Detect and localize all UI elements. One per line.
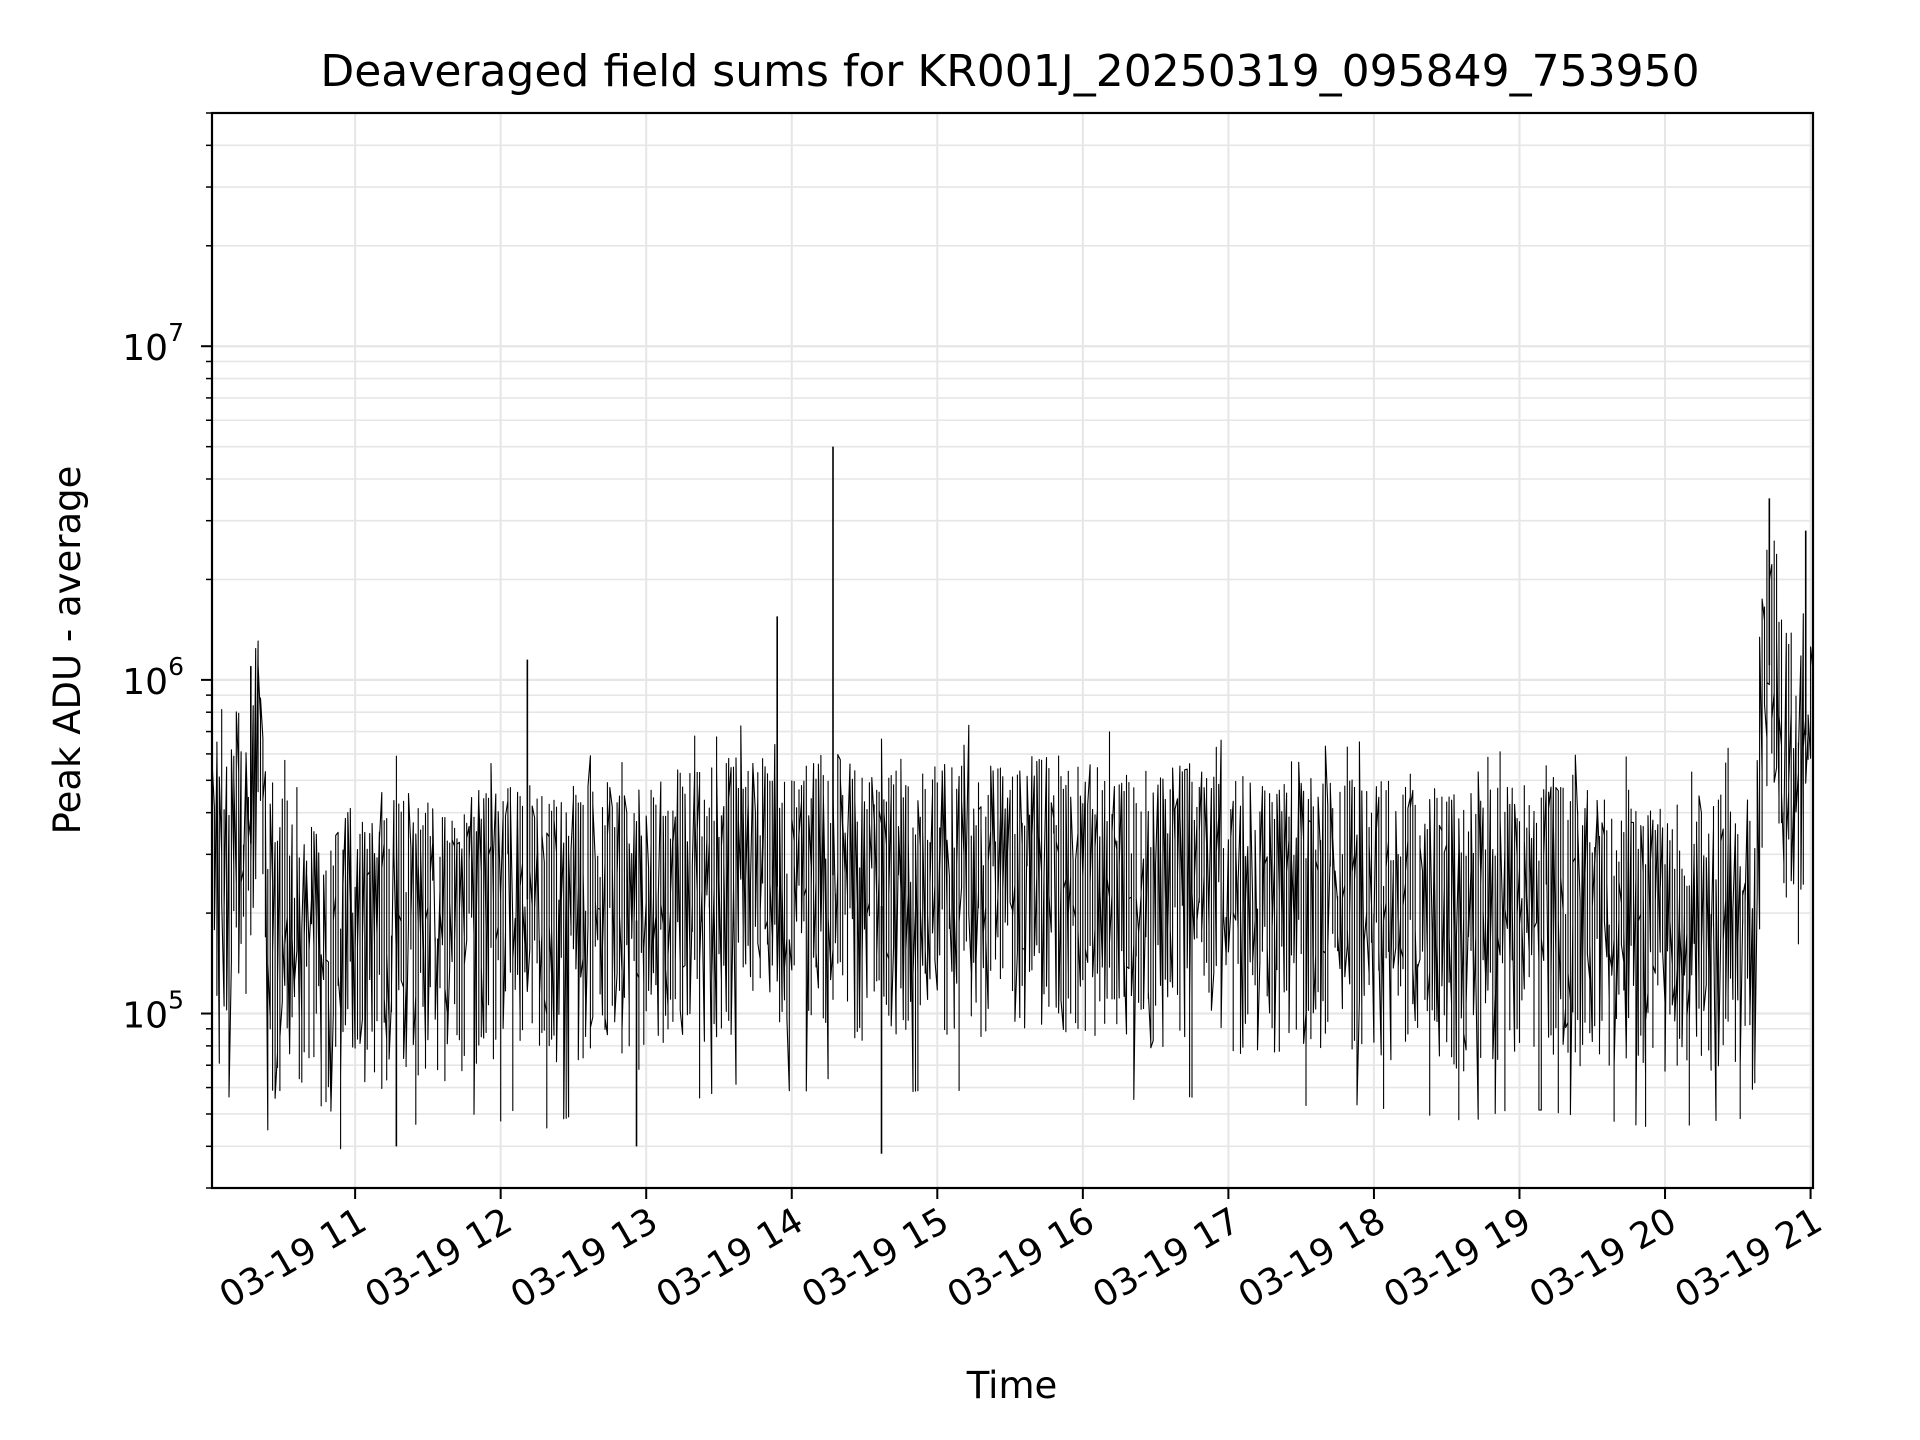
y-tick-label: 106 — [122, 652, 184, 703]
y-axis-label: Peak ADU - average — [46, 466, 89, 835]
series-line — [211, 540, 1814, 1150]
y-tick-label: 107 — [122, 318, 184, 369]
y-tick-label: 105 — [122, 986, 184, 1037]
y-tick-exponent: 5 — [168, 986, 184, 1015]
y-tick-exponent: 6 — [168, 652, 184, 681]
y-tick-base: 10 — [122, 996, 168, 1037]
plot-frame — [210, 111, 1815, 1190]
y-tick-exponent: 7 — [168, 318, 184, 347]
x-axis-label: Time — [966, 1364, 1058, 1407]
y-tick-base: 10 — [122, 662, 168, 703]
chart-title: Deaveraged field sums for KR001J_2025031… — [320, 46, 1699, 97]
y-tick-base: 10 — [122, 328, 168, 369]
